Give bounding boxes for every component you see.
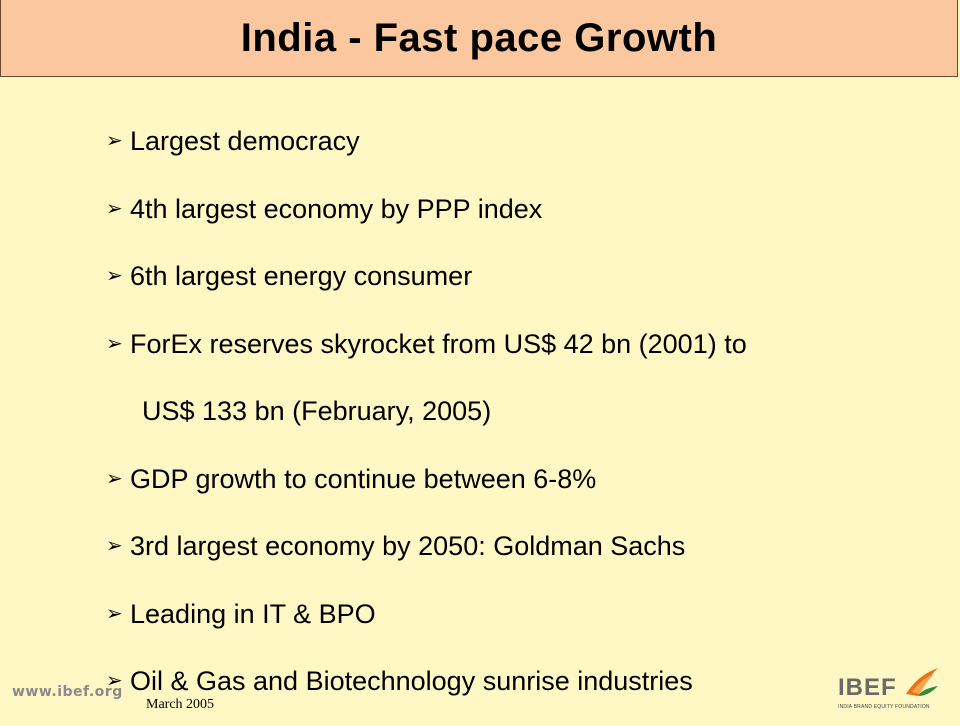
arrow-bullet-icon: ➢	[106, 130, 123, 152]
bullet-text: Leading in IT & BPO	[130, 598, 376, 629]
bullet-continuation: US$ 133 bn (February, 2005)	[142, 396, 492, 426]
bullet-item: ➢ 4th largest economy by PPP index	[106, 186, 747, 254]
logo-text: IBEF	[838, 674, 897, 701]
bullet-item: ➢ Leading in IT & BPO	[106, 591, 747, 659]
bullet-text: Largest democracy	[130, 126, 360, 156]
ibef-logo: IBEF INDIA BRAND EQUITY FOUNDATION	[838, 662, 942, 714]
arrow-bullet-icon: ➢	[106, 332, 123, 355]
arrow-bullet-icon: ➢	[106, 602, 123, 625]
bullet-text: Oil & Gas and Biotechnology sunrise indu…	[130, 666, 693, 696]
bullet-text: 6th largest energy consumer	[130, 261, 473, 291]
bullet-item: ➢ ForEx reserves skyrocket from US$ 42 b…	[106, 321, 747, 389]
footer-url: www.ibef.org	[12, 684, 123, 700]
bullet-text: 3rd largest economy by 2050: Goldman Sac…	[130, 531, 686, 561]
bullet-text: GDP growth to continue between 6-8%	[130, 463, 597, 494]
title-bar: India - Fast pace Growth	[0, 0, 958, 77]
bullet-item: ➢ Oil & Gas and Biotechnology sunrise in…	[106, 658, 747, 726]
arrow-bullet-icon: ➢	[106, 197, 123, 220]
bullet-list: ➢ Largest democracy ➢ 4th largest econom…	[106, 118, 747, 726]
arrow-bullet-icon: ➢	[106, 535, 123, 557]
bullet-item: ➢ Largest democracy	[106, 118, 747, 186]
bullet-text: 4th largest economy by PPP index	[130, 193, 543, 224]
footer-date: March 2005	[146, 697, 215, 712]
bullet-text: ForEx reserves skyrocket from US$ 42 bn …	[130, 328, 747, 359]
slide-title: India - Fast pace Growth	[240, 15, 718, 60]
logo-subtext: INDIA BRAND EQUITY FOUNDATION	[838, 704, 930, 710]
arrow-bullet-icon: ➢	[106, 670, 123, 692]
bullet-item: ➢ GDP growth to continue between 6-8%	[106, 456, 747, 524]
bird-logo-icon	[906, 668, 938, 696]
bullet-item: ➢ 6th largest energy consumer	[106, 253, 747, 321]
bullet-item: ➢ 3rd largest economy by 2050: Goldman S…	[106, 523, 747, 591]
arrow-bullet-icon: ➢	[106, 467, 123, 490]
arrow-bullet-icon: ➢	[106, 265, 123, 287]
